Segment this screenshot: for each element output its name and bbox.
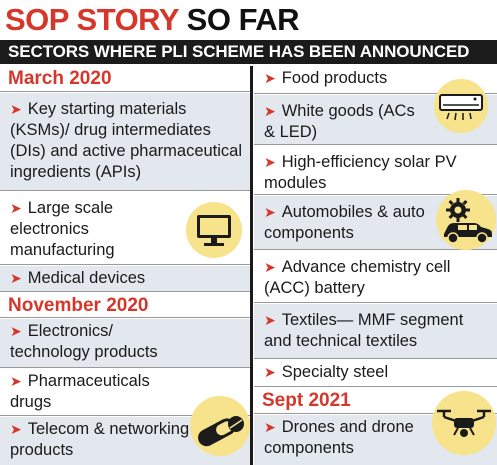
arrow-icon: ➤ [264,259,276,275]
arrow-icon: ➤ [10,373,22,389]
column-divider [250,66,253,465]
item-text: Medical devices [27,269,146,287]
list-item: ➤ Specialty steel [254,360,497,387]
page-title: SOP STORY SO FAR [5,0,300,40]
arrow-icon: ➤ [264,419,276,435]
subtitle-band: SECTORS WHERE PLI SCHEME HAS BEEN ANNOUN… [0,40,497,64]
title-black: SO FAR [186,2,300,37]
section-heading-sept-2021: Sept 2021 [254,388,497,414]
list-item: ➤ Electronics/ technology products [0,319,250,368]
item-text: Pharmaceuticals drugs [10,372,150,411]
gear-car-icon [436,190,496,250]
list-item: ➤ Key starting materials (KSMs)/ drug int… [0,93,250,191]
item-text: Automobiles & auto components [264,203,425,242]
list-item: ➤ Medical devices [0,266,250,292]
list-item: ➤ High-efficiency solar PV modules [254,146,497,195]
arrow-icon: ➤ [10,421,22,437]
item-text: Advance chemistry cell (ACC) battery [264,258,451,297]
list-item: ➤ Large scale electronics manufacturing [0,192,250,265]
item-text: Telecom & networking products [10,420,190,459]
item-text: Specialty steel [281,363,389,381]
arrow-icon: ➤ [10,270,22,286]
section-heading-november-2020: November 2020 [0,293,250,318]
arrow-icon: ➤ [264,70,276,86]
pill-icon [190,396,250,456]
arrow-icon: ➤ [264,312,276,328]
item-text: High-efficiency solar PV modules [264,153,457,192]
list-item: ➤ Textiles— MMF segment and technical tex… [254,304,497,359]
item-text: White goods (ACs & LED) [264,102,415,141]
arrow-icon: ➤ [264,204,276,220]
drone-icon [432,391,496,455]
item-text: Large scale electronics manufacturing [10,199,115,259]
arrow-icon: ➤ [10,101,22,117]
section-heading-march-2020: March 2020 [0,66,250,92]
item-text: Food products [281,69,388,87]
item-text: Electronics/ technology products [10,322,158,361]
arrow-icon: ➤ [10,200,22,216]
title-red: SOP STORY [5,2,179,37]
arrow-icon: ➤ [264,103,276,119]
list-item: ➤ Food products [254,66,497,94]
monitor-icon [186,202,242,258]
arrow-icon: ➤ [264,154,276,170]
list-item: ➤ Pharmaceuticals drugs [0,369,250,416]
item-text: Drones and drone components [264,418,414,457]
item-text: Key starting materials (KSMs)/ drug inte… [10,100,243,181]
item-text: Textiles— MMF segment and technical text… [264,311,464,350]
air-conditioner-icon [434,79,488,133]
list-item: ➤ Advance chemistry cell (ACC) battery [254,251,497,303]
arrow-icon: ➤ [10,323,22,339]
arrow-icon: ➤ [264,364,276,380]
